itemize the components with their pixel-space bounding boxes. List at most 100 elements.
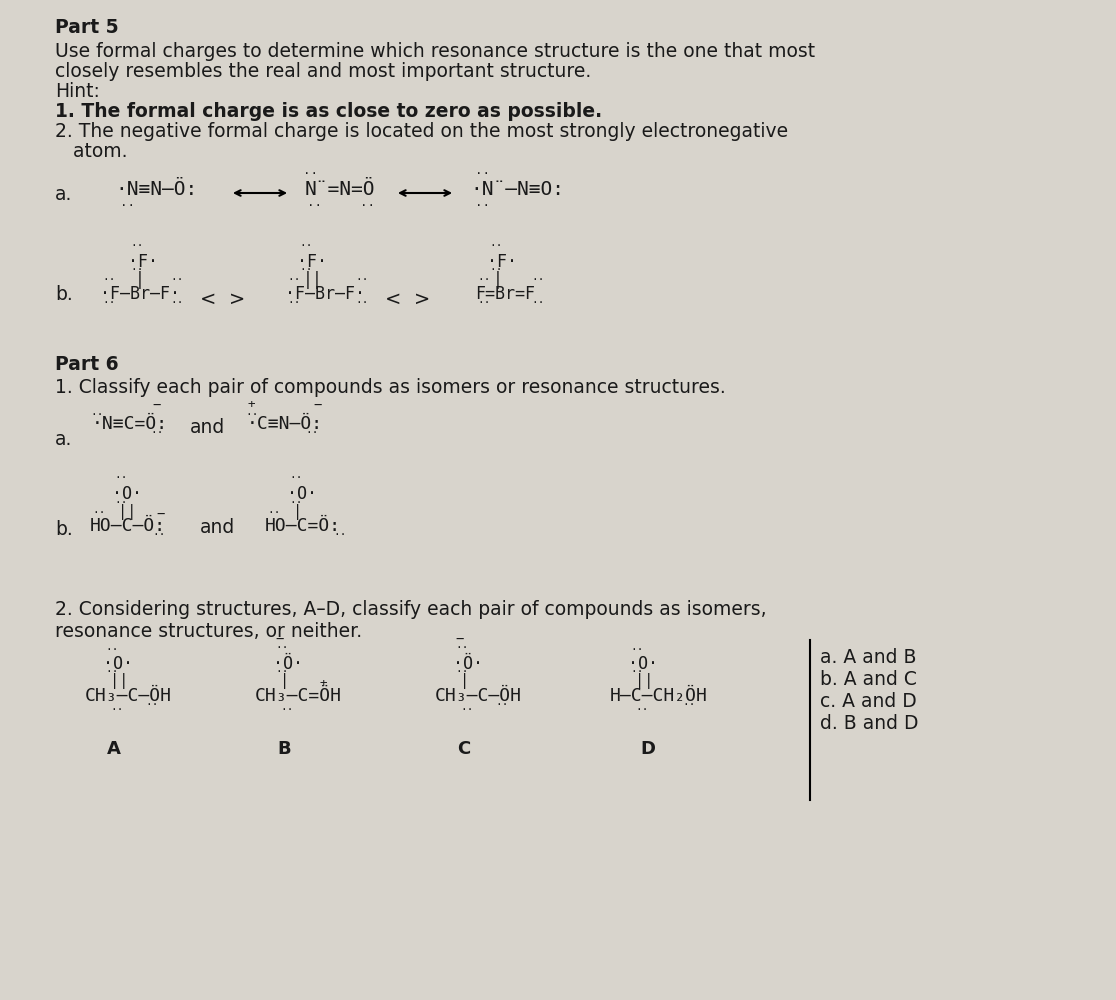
Text: ··: ··: [304, 167, 318, 180]
Text: ··: ··: [299, 265, 312, 275]
Text: ··: ··: [307, 199, 323, 212]
Text: a.: a.: [55, 185, 73, 204]
Text: b. A and C: b. A and C: [820, 670, 917, 689]
Text: CH₃–C=ÖH: CH₃–C=ÖH: [254, 687, 341, 705]
Text: ||: ||: [118, 504, 136, 520]
Text: ··: ··: [246, 410, 259, 420]
Text: ·N̈–N≡O:: ·N̈–N≡O:: [470, 180, 564, 199]
Text: a.: a.: [55, 430, 73, 449]
Text: ··: ··: [114, 473, 127, 483]
Text: c. A and D: c. A and D: [820, 692, 916, 711]
Text: ··: ··: [455, 643, 469, 653]
Text: ··: ··: [489, 241, 502, 251]
Text: −: −: [156, 507, 164, 521]
Text: closely resembles the real and most important structure.: closely resembles the real and most impo…: [55, 62, 591, 81]
Text: ·O·: ·O·: [112, 485, 142, 503]
Text: HO–C=Ö:: HO–C=Ö:: [264, 517, 341, 535]
Text: ··: ··: [360, 199, 375, 212]
Text: ··: ··: [267, 508, 280, 518]
Text: ··: ··: [496, 700, 509, 710]
Text: ··: ··: [121, 199, 135, 212]
Text: H–C–CH₂ÖH: H–C–CH₂ÖH: [610, 687, 708, 705]
Text: ·Ö·: ·Ö·: [273, 655, 304, 673]
Text: ··: ··: [102, 275, 115, 285]
Text: |: |: [460, 673, 469, 689]
Text: ··: ··: [129, 241, 144, 251]
Text: ··: ··: [531, 275, 545, 285]
Text: ··: ··: [287, 298, 300, 308]
Text: ··: ··: [477, 275, 491, 285]
Text: 1. Classify each pair of compounds as isomers or resonance structures.: 1. Classify each pair of compounds as is…: [55, 378, 725, 397]
Text: F=Br=F: F=Br=F: [475, 285, 535, 303]
Text: ··: ··: [475, 167, 490, 180]
Text: ··: ··: [455, 667, 469, 677]
Text: ··: ··: [460, 705, 473, 715]
Text: 2. Considering structures, A–D, classify each pair of compounds as isomers,: 2. Considering structures, A–D, classify…: [55, 600, 767, 619]
Text: ··: ··: [275, 643, 289, 653]
Text: ··: ··: [114, 498, 127, 508]
Text: ··: ··: [477, 298, 491, 308]
Text: ·O·: ·O·: [628, 655, 658, 673]
Text: ·Ö·: ·Ö·: [453, 655, 483, 673]
Text: ··: ··: [150, 428, 164, 438]
Text: ··: ··: [105, 645, 118, 655]
Text: −: −: [455, 632, 463, 646]
Text: b.: b.: [55, 285, 73, 304]
Text: ··: ··: [299, 241, 312, 251]
Text: ·F·: ·F·: [487, 253, 517, 271]
Text: ··: ··: [92, 508, 106, 518]
Text: ·F·: ·F·: [128, 253, 158, 271]
Text: ··: ··: [289, 473, 302, 483]
Text: |: |: [135, 271, 145, 289]
Text: −: −: [312, 398, 321, 412]
Text: B: B: [277, 740, 290, 758]
Text: +: +: [247, 398, 254, 411]
Text: ··: ··: [305, 428, 318, 438]
Text: ··: ··: [110, 705, 124, 715]
Text: ··: ··: [355, 298, 368, 308]
Text: <  >: < >: [385, 290, 431, 309]
Text: |: |: [294, 504, 302, 520]
Text: ··: ··: [287, 275, 300, 285]
Text: and: and: [200, 518, 235, 537]
Text: ··: ··: [90, 410, 104, 420]
Text: ··: ··: [102, 298, 115, 308]
Text: d. B and D: d. B and D: [820, 714, 918, 733]
Text: ··: ··: [170, 275, 183, 285]
Text: and: and: [190, 418, 225, 437]
Text: ·F—Br—F·: ·F—Br—F·: [285, 285, 365, 303]
Text: ··: ··: [489, 265, 502, 275]
Text: ·N≡N–Ö:: ·N≡N–Ö:: [115, 180, 198, 199]
Text: <  >: < >: [200, 290, 246, 309]
Text: ·N≡C=Ö:: ·N≡C=Ö:: [92, 415, 169, 433]
Text: ··: ··: [152, 530, 165, 540]
Text: −: −: [275, 632, 283, 646]
Text: ·O·: ·O·: [287, 485, 317, 503]
Text: C: C: [456, 740, 470, 758]
Text: ··: ··: [631, 667, 644, 677]
Text: ··: ··: [682, 700, 695, 710]
Text: ·F—Br—F·: ·F—Br—F·: [100, 285, 180, 303]
Text: ··: ··: [129, 265, 144, 275]
Text: ··: ··: [333, 530, 346, 540]
Text: b.: b.: [55, 520, 73, 539]
Text: ··: ··: [105, 667, 118, 677]
Text: |: |: [493, 271, 503, 289]
Text: Hint:: Hint:: [55, 82, 99, 101]
Text: resonance structures, or neither.: resonance structures, or neither.: [55, 622, 362, 641]
Text: ||: ||: [110, 673, 128, 689]
Text: ··: ··: [280, 705, 294, 715]
Text: |: |: [280, 673, 289, 689]
Text: ··: ··: [170, 298, 183, 308]
Text: HO–C–Ö:: HO–C–Ö:: [90, 517, 166, 535]
Text: 1. The formal charge is as close to zero as possible.: 1. The formal charge is as close to zero…: [55, 102, 603, 121]
Text: ··: ··: [355, 275, 368, 285]
Text: a. A and B: a. A and B: [820, 648, 916, 667]
Text: ||: ||: [304, 271, 323, 289]
Text: ·C≡N–Ö:: ·C≡N–Ö:: [247, 415, 324, 433]
Text: ··: ··: [635, 705, 648, 715]
Text: 2. The negative formal charge is located on the most strongly electronegative: 2. The negative formal charge is located…: [55, 122, 788, 141]
Text: Part 5: Part 5: [55, 18, 118, 37]
Text: ··: ··: [531, 298, 545, 308]
Text: ··: ··: [289, 498, 302, 508]
